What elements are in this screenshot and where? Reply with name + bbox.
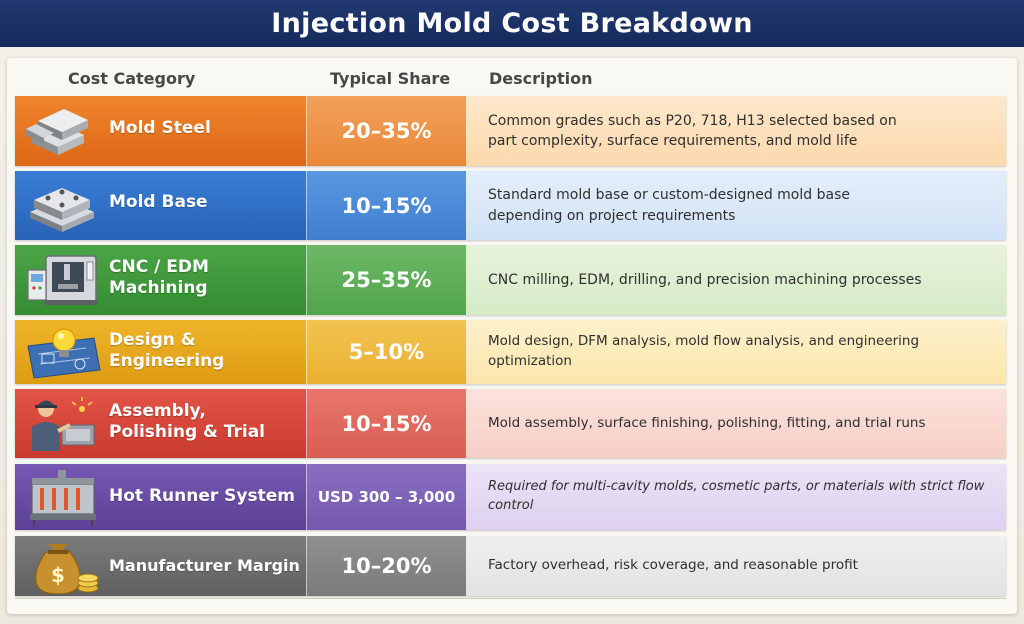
category-label-line: Design & — [109, 330, 196, 350]
share-cell: 25–35% — [306, 245, 466, 315]
money-bag-icon: $ — [35, 544, 99, 594]
header-description: Description — [489, 68, 593, 88]
table-row: Assembly, Polishing & Trial 10–15% Mold … — [15, 389, 1006, 458]
table-row: CNC / EDM Machining 25–35% CNC milling, … — [15, 245, 1006, 315]
svg-text:$: $ — [51, 563, 65, 587]
description-cell: Factory overhead, risk coverage, and rea… — [466, 536, 1006, 596]
description-cell: Required for multi-cavity molds, cosmeti… — [466, 464, 1006, 530]
category-label: CNC / EDM Machining — [109, 257, 300, 300]
title-bar: Injection Mold Cost Breakdown — [0, 0, 1024, 47]
category-cell: Hot Runner System — [15, 464, 306, 530]
description-cell: Standard mold base or custom-designed mo… — [466, 171, 1006, 240]
category-label: Design & Engineering — [109, 330, 300, 373]
category-label: Manufacturer Margin — [109, 556, 300, 575]
share-cell: 10–15% — [306, 389, 466, 458]
category-cell: Mold Base — [15, 171, 306, 240]
table-row: Mold Steel 20–35% Common grades such as … — [15, 96, 1006, 166]
header-cost-category: Cost Category — [68, 68, 196, 88]
description-line: Mold assembly, surface finishing, polish… — [488, 414, 926, 431]
table-row: $ Manufacturer Margin 10–20% Factory ove… — [15, 536, 1006, 596]
category-label-line: Polishing & Trial — [109, 422, 266, 443]
steel-bars-icon — [26, 109, 88, 155]
description-cell: CNC milling, EDM, drilling, and precisio… — [466, 245, 1006, 315]
description-cell: Common grades such as P20, 718, H13 sele… — [466, 96, 1006, 166]
category-label: Assembly, Polishing & Trial — [109, 401, 300, 444]
header-typical-share: Typical Share — [330, 68, 451, 88]
description-line: Mold design, DFM analysis, mold flow ana… — [488, 333, 920, 369]
share-cell: 20–35% — [306, 96, 466, 166]
category-label-line: Engineering — [109, 351, 225, 372]
cnc-machine-icon — [27, 255, 98, 305]
description-line: CNC milling, EDM, drilling, and precisio… — [488, 271, 922, 288]
description-line: part complexity, surface requirements, a… — [488, 133, 858, 149]
category-label: Mold Base — [109, 192, 208, 212]
description-line: Common grades such as P20, 718, H13 sele… — [488, 112, 897, 129]
hot-runner-icon — [30, 470, 96, 526]
share-cell: 10–20% — [306, 536, 466, 596]
category-label: Hot Runner System — [109, 486, 295, 506]
share-cell: 10–15% — [306, 171, 466, 240]
table-row: Hot Runner System USD 300 – 3,000 Requir… — [15, 464, 1006, 530]
table-bottom-divider — [15, 598, 1006, 599]
category-cell: CNC / EDM Machining — [15, 245, 306, 315]
category-label: Mold Steel — [109, 118, 211, 138]
table-row: Design & Engineering 5–10% Mold design, … — [15, 320, 1006, 384]
category-cell: Mold Steel — [15, 96, 306, 166]
category-label-line: CNC / EDM — [109, 257, 209, 277]
category-label-line: Machining — [109, 278, 208, 299]
description-line: depending on project requirements — [488, 207, 736, 224]
table-row: Mold Base 10–15% Standard mold base or c… — [15, 171, 1006, 240]
page-title: Injection Mold Cost Breakdown — [271, 8, 753, 39]
category-cell: $ Manufacturer Margin — [15, 536, 306, 596]
worker-assembly-icon — [32, 397, 95, 451]
category-cell: Assembly, Polishing & Trial — [15, 389, 306, 458]
description-cell: Mold design, DFM analysis, mold flow ana… — [466, 320, 1006, 384]
description-cell: Mold assembly, surface finishing, polish… — [466, 389, 1006, 458]
description-line: Factory overhead, risk coverage, and rea… — [488, 557, 858, 574]
share-cell: USD 300 – 3,000 — [306, 464, 466, 530]
category-label-line: Assembly, — [109, 401, 206, 421]
lightbulb-blueprint-icon — [27, 328, 101, 379]
description-line: Standard mold base or custom-designed mo… — [488, 187, 850, 204]
category-cell: Design & Engineering — [15, 320, 306, 384]
mold-base-icon — [30, 188, 94, 232]
share-cell: 5–10% — [306, 320, 466, 384]
description-line: Required for multi-cavity molds, cosmeti… — [488, 479, 985, 513]
